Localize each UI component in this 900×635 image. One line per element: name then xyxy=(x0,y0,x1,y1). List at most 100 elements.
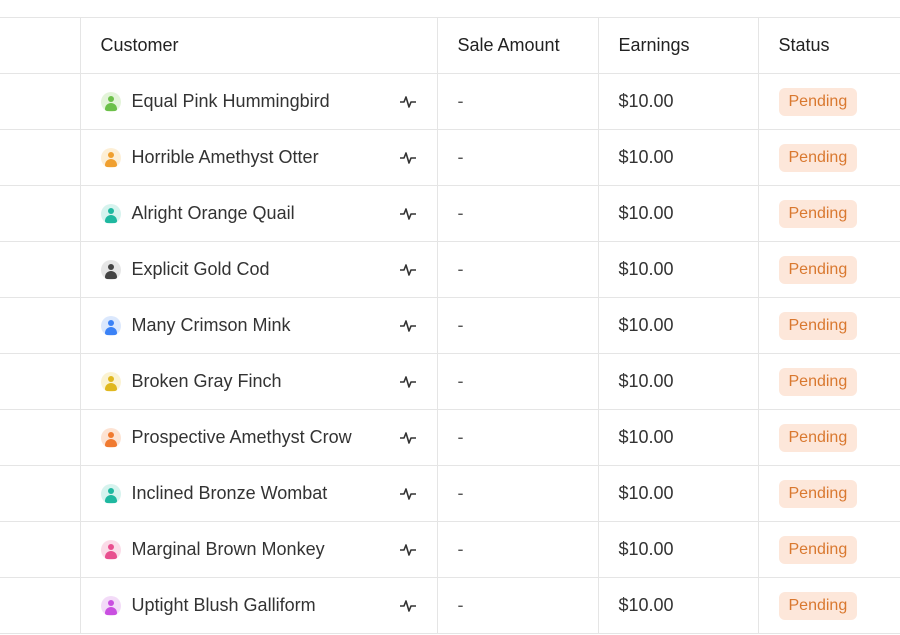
customer-cell: Prospective Amethyst Crow xyxy=(79,409,437,466)
table-row[interactable]: Uptight Blush Galliform - $10.00 Pending xyxy=(0,577,900,634)
earnings-cell: $10.00 xyxy=(597,241,758,298)
status-cell: Pending xyxy=(757,521,900,578)
header-status[interactable]: Status xyxy=(757,17,900,74)
row-leading-cell xyxy=(0,521,80,578)
customer-cell: Horrible Amethyst Otter xyxy=(79,129,437,186)
sale-amount-cell: - xyxy=(436,297,598,354)
row-leading-cell xyxy=(0,353,80,410)
row-leading-cell xyxy=(0,185,80,242)
customer-name[interactable]: Inclined Bronze Wombat xyxy=(131,483,328,503)
user-avatar-icon xyxy=(100,147,121,168)
status-badge: Pending xyxy=(778,199,858,228)
header-sale-amount[interactable]: Sale Amount xyxy=(436,17,598,74)
customer-cell: Uptight Blush Galliform xyxy=(79,577,437,634)
user-avatar-icon xyxy=(100,427,121,448)
sale-amount-cell: - xyxy=(436,465,598,522)
user-avatar-icon xyxy=(100,539,121,560)
earnings-cell: $10.00 xyxy=(597,129,758,186)
row-leading-cell xyxy=(0,129,80,186)
status-cell: Pending xyxy=(757,185,900,242)
sale-amount-cell: - xyxy=(436,73,598,130)
sale-amount-cell: - xyxy=(436,241,598,298)
customer-cell: Many Crimson Mink xyxy=(79,297,437,354)
status-cell: Pending xyxy=(757,577,900,634)
status-cell: Pending xyxy=(757,465,900,522)
status-badge: Pending xyxy=(778,87,858,116)
activity-pulse-icon[interactable] xyxy=(399,487,417,501)
activity-pulse-icon[interactable] xyxy=(399,207,417,221)
sale-amount-cell: - xyxy=(436,353,598,410)
sale-amount-cell: - xyxy=(436,185,598,242)
table-row[interactable]: Broken Gray Finch - $10.00 Pending xyxy=(0,353,900,410)
earnings-cell: $10.00 xyxy=(597,577,758,634)
status-badge: Pending xyxy=(778,479,858,508)
sale-amount-cell: - xyxy=(436,129,598,186)
table-row[interactable]: Marginal Brown Monkey - $10.00 Pending xyxy=(0,521,900,578)
customer-name[interactable]: Horrible Amethyst Otter xyxy=(131,147,319,167)
user-avatar-icon xyxy=(100,595,121,616)
status-badge: Pending xyxy=(778,367,858,396)
table-row[interactable]: Inclined Bronze Wombat - $10.00 Pending xyxy=(0,465,900,522)
status-cell: Pending xyxy=(757,297,900,354)
table-row[interactable]: Explicit Gold Cod - $10.00 Pending xyxy=(0,241,900,298)
user-avatar-icon xyxy=(100,259,121,280)
row-leading-cell xyxy=(0,577,80,634)
earnings-cell: $10.00 xyxy=(597,521,758,578)
customer-name[interactable]: Explicit Gold Cod xyxy=(131,259,270,279)
customer-cell: Marginal Brown Monkey xyxy=(79,521,437,578)
table-row[interactable]: Horrible Amethyst Otter - $10.00 Pending xyxy=(0,129,900,186)
customer-name[interactable]: Marginal Brown Monkey xyxy=(131,539,325,559)
row-leading-cell xyxy=(0,73,80,130)
activity-pulse-icon[interactable] xyxy=(399,375,417,389)
activity-pulse-icon[interactable] xyxy=(399,151,417,165)
customer-name[interactable]: Uptight Blush Galliform xyxy=(131,595,316,615)
user-avatar-icon xyxy=(100,315,121,336)
customer-cell: Broken Gray Finch xyxy=(79,353,437,410)
status-badge: Pending xyxy=(778,591,858,620)
customer-name[interactable]: Prospective Amethyst Crow xyxy=(131,427,352,447)
status-cell: Pending xyxy=(757,73,900,130)
customer-cell: Explicit Gold Cod xyxy=(79,241,437,298)
activity-pulse-icon[interactable] xyxy=(399,431,417,445)
activity-pulse-icon[interactable] xyxy=(399,543,417,557)
table-row[interactable]: Equal Pink Hummingbird - $10.00 Pending xyxy=(0,73,900,130)
row-leading-cell xyxy=(0,409,80,466)
status-badge: Pending xyxy=(778,311,858,340)
earnings-cell: $10.00 xyxy=(597,297,758,354)
activity-pulse-icon[interactable] xyxy=(399,263,417,277)
table-row[interactable]: Alright Orange Quail - $10.00 Pending xyxy=(0,185,900,242)
earnings-cell: $10.00 xyxy=(597,185,758,242)
status-cell: Pending xyxy=(757,241,900,298)
earnings-cell: $10.00 xyxy=(597,73,758,130)
activity-pulse-icon[interactable] xyxy=(399,319,417,333)
status-badge: Pending xyxy=(778,255,858,284)
sale-amount-cell: - xyxy=(436,521,598,578)
row-leading-cell xyxy=(0,465,80,522)
row-leading-cell xyxy=(0,241,80,298)
user-avatar-icon xyxy=(100,371,121,392)
header-earnings[interactable]: Earnings xyxy=(597,17,758,74)
customer-name[interactable]: Alright Orange Quail xyxy=(131,203,295,223)
user-avatar-icon xyxy=(100,483,121,504)
activity-pulse-icon[interactable] xyxy=(399,95,417,109)
customer-cell: Equal Pink Hummingbird xyxy=(79,73,437,130)
table-row[interactable]: Many Crimson Mink - $10.00 Pending xyxy=(0,297,900,354)
earnings-cell: $10.00 xyxy=(597,409,758,466)
header-customer[interactable]: Customer xyxy=(79,17,437,74)
status-badge: Pending xyxy=(778,143,858,172)
row-leading-cell xyxy=(0,297,80,354)
status-badge: Pending xyxy=(778,423,858,452)
user-avatar-icon xyxy=(100,91,121,112)
customer-cell: Alright Orange Quail xyxy=(79,185,437,242)
status-badge: Pending xyxy=(778,535,858,564)
customer-name[interactable]: Many Crimson Mink xyxy=(131,315,291,335)
activity-pulse-icon[interactable] xyxy=(399,599,417,613)
table-row[interactable]: Prospective Amethyst Crow - $10.00 Pendi… xyxy=(0,409,900,466)
sale-amount-cell: - xyxy=(436,409,598,466)
customer-name[interactable]: Equal Pink Hummingbird xyxy=(131,91,330,111)
status-cell: Pending xyxy=(757,409,900,466)
earnings-cell: $10.00 xyxy=(597,353,758,410)
customer-name[interactable]: Broken Gray Finch xyxy=(131,371,282,391)
table-header: Customer Sale Amount Earnings Status xyxy=(0,17,900,74)
customers-table: Customer Sale Amount Earnings Status Equ… xyxy=(0,17,900,634)
